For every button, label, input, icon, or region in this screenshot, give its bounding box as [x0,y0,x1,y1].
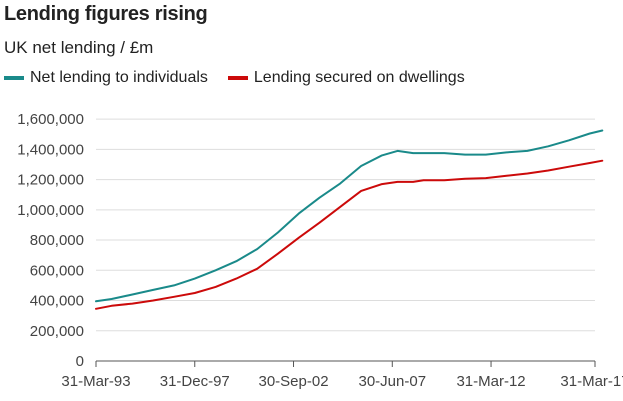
legend-item-individuals: Net lending to individuals [4,69,208,87]
series-line-individuals [95,129,604,303]
legend-label-dwellings: Lending secured on dwellings [253,69,465,86]
x-tick-label: 31-Mar-93 [61,373,130,390]
legend-label-individuals: Net lending to individuals [30,69,208,86]
x-tick-label: 31-Mar-17 [560,373,623,390]
y-axis: 0 200,000 400,000 600,000 800,000 1,000,000 1,… [17,111,84,370]
series-line-dwellings [95,159,604,310]
legend-swatch-dwellings [227,76,248,80]
chart-title: Lending figures rising [4,3,208,25]
y-tick-label: 1,200,000 [17,172,84,189]
series-lines [95,129,604,310]
y-tick-label: 0 [76,353,84,370]
y-tick-label: 400,000 [30,293,84,310]
legend-swatch-individuals [4,76,24,80]
y-tick-label: 1,400,000 [17,141,84,158]
chart-subtitle: UK net lending / £m [4,38,154,57]
y-tick-label: 600,000 [30,262,84,279]
y-tick-label: 800,000 [30,232,84,249]
x-tick-label: 31-Mar-12 [456,373,525,390]
y-tick-label: 200,000 [30,323,84,340]
x-axis: 31-Mar-93 31-Dec-97 30-Sep-02 30-Jun-07 31-M… [61,361,623,390]
chart-legend: Net lending to individuals Lending secur… [4,69,485,87]
y-tick-label: 1,600,000 [17,111,84,128]
x-tick-label: 31-Dec-97 [160,373,230,390]
legend-item-dwellings: Lending secured on dwellings [227,69,465,87]
gridlines [96,118,595,362]
x-tick-label: 30-Sep-02 [258,373,328,390]
x-tick-label: 30-Jun-07 [359,373,427,390]
y-tick-label: 1,000,000 [17,202,84,219]
